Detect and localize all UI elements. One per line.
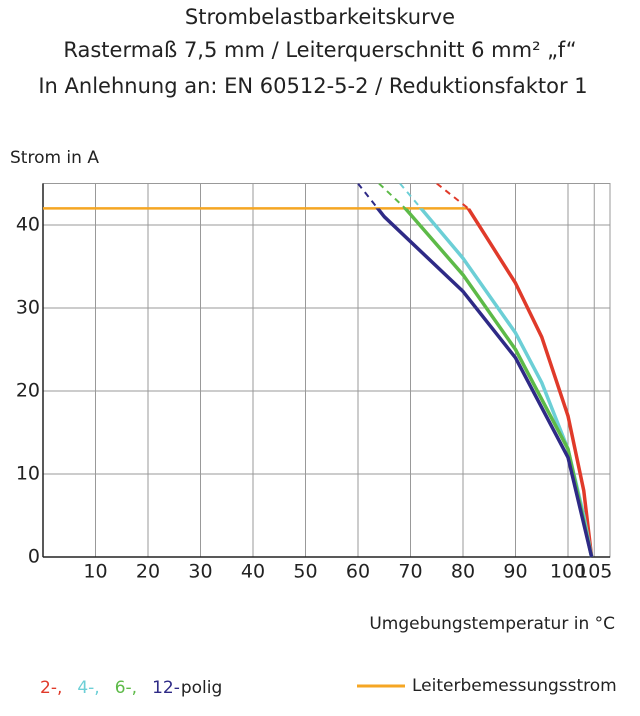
chart-subtitle: In Anlehnung an: EN 60512-5-2 / Reduktio… xyxy=(38,74,587,98)
y-tick-label: 0 xyxy=(28,546,40,568)
x-tick-label: 90 xyxy=(503,561,527,583)
x-axis-label: Umgebungstemperatur in °C xyxy=(369,614,615,634)
x-tick-label: 20 xyxy=(136,561,160,583)
y-tick-label: 20 xyxy=(16,380,40,402)
y-tick-label: 10 xyxy=(16,463,40,485)
y-tick-label: 40 xyxy=(16,214,40,236)
x-tick-label: 70 xyxy=(398,561,422,583)
series-line xyxy=(465,208,594,558)
x-tick-label: 100 xyxy=(550,561,586,583)
series-line xyxy=(375,208,594,558)
legend-entry: 4-, xyxy=(77,678,99,698)
x-tick-label: 10 xyxy=(83,561,107,583)
legend-suffix: polig xyxy=(181,678,222,698)
legend-entry: Leiterbemessungsstrom xyxy=(412,676,617,696)
series-line-dashed xyxy=(399,183,423,209)
chart-title: Strombelastbarkeitskurve xyxy=(185,5,455,29)
x-tick-label: 50 xyxy=(293,561,317,583)
legend-entry: 6-, xyxy=(115,678,137,698)
x-tick-label: 60 xyxy=(346,561,370,583)
x-tick-label: 105 xyxy=(576,561,612,583)
chart-subtitle: Rastermaß 7,5 mm / Leiterquerschnitt 6 m… xyxy=(63,38,576,62)
y-tick-label: 30 xyxy=(16,297,40,319)
series-line xyxy=(418,208,594,558)
x-tick-label: 40 xyxy=(241,561,265,583)
legend-entry: 2-, xyxy=(40,678,62,698)
y-axis-label: Strom in A xyxy=(10,148,99,168)
legend-entry: 12- xyxy=(152,678,180,698)
x-tick-label: 30 xyxy=(188,561,212,583)
series-line-dashed xyxy=(357,183,379,209)
x-tick-label: 80 xyxy=(451,561,475,583)
